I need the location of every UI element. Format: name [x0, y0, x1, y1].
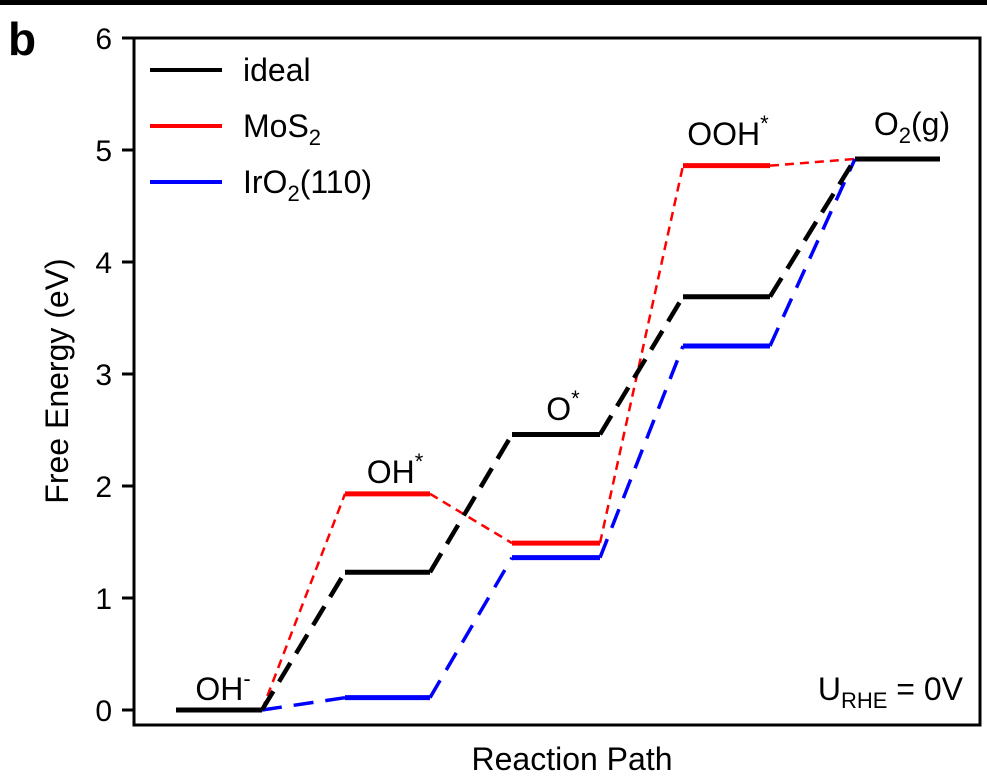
- series-ideal: [176, 156, 940, 713]
- species-label: O*: [546, 386, 580, 427]
- series-iro2110-connector: [768, 158, 857, 347]
- y-tick-label: 5: [95, 135, 112, 168]
- series-mos2-connector: [598, 165, 685, 544]
- plot-area: [176, 156, 940, 713]
- series-iro2110-connector: [598, 345, 685, 559]
- legend-entry: ideal: [243, 52, 311, 88]
- top-border: [0, 0, 987, 5]
- series-ideal-connector: [598, 295, 685, 436]
- series-mos2-connector: [260, 493, 347, 711]
- series-mos2-connector: [769, 157, 856, 167]
- y-tick-label: 6: [95, 23, 112, 56]
- series-ideal-connector: [428, 433, 514, 574]
- y-tick-label: 1: [95, 583, 112, 616]
- species-label: O2(g): [874, 106, 950, 148]
- series-ideal-connector: [768, 157, 857, 298]
- potential-annotation: URHE = 0V: [818, 671, 964, 713]
- legend-entry: MoS2: [243, 108, 321, 150]
- series-iro2110-connector: [428, 556, 514, 699]
- y-tick-label: 2: [95, 471, 112, 504]
- species-labels: OH- OH* O* OOH* O2(g): [195, 106, 950, 707]
- species-label: OOH*: [687, 111, 769, 152]
- legend-entry: IrO2(110): [243, 164, 372, 206]
- panel-label: b: [8, 13, 36, 65]
- series-iro2110-connector: [261, 695, 346, 712]
- x-axis-label: Reaction Path: [471, 741, 672, 777]
- species-label: OH-: [195, 666, 250, 707]
- series-mos2-connector: [429, 492, 513, 545]
- y-axis: 0 1 2 3 4 5 6: [95, 23, 134, 728]
- y-axis-label: Free Energy (eV): [39, 258, 75, 503]
- series-ideal-connector: [260, 571, 347, 712]
- species-label: OH*: [367, 449, 424, 490]
- y-tick-label: 3: [95, 359, 112, 392]
- y-tick-label: 4: [95, 247, 112, 280]
- legend: ideal MoS2 IrO2(110): [150, 52, 372, 206]
- plot-frame: [132, 36, 982, 727]
- y-tick-label: 0: [95, 695, 112, 728]
